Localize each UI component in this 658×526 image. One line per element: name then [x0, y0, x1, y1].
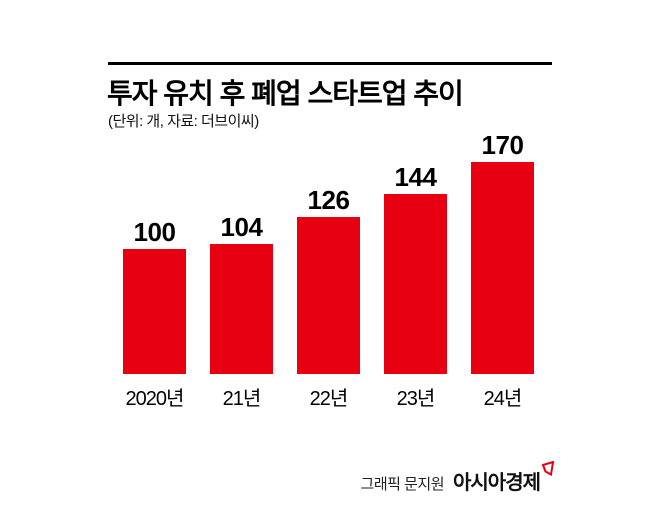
- bar-column: 104: [210, 213, 273, 374]
- bar: [384, 194, 447, 374]
- bar-value-label: 104: [220, 212, 263, 242]
- x-axis-label: 24년: [483, 388, 523, 410]
- asiae-logo-mark-icon: [541, 461, 554, 476]
- x-axis-label: 23년: [396, 388, 436, 410]
- x-axis-label: 22년: [309, 388, 349, 410]
- bar: [123, 249, 186, 374]
- brand-name: 아시아경제: [453, 472, 541, 494]
- bar-value-label: 100: [133, 217, 176, 247]
- bar-value-label: 126: [307, 184, 350, 215]
- bar-column: 100: [123, 218, 186, 374]
- brand-lockup: 아시아경제: [453, 461, 554, 495]
- bar-value-label: 170: [481, 129, 524, 160]
- bar-column: 170: [471, 129, 534, 374]
- page-title: 투자 유치 후 폐업 스타트업 추이: [107, 78, 464, 109]
- x-axis-label: 21년: [222, 388, 262, 410]
- unit-source-note: (단위: 개, 자료: 더브이씨): [108, 113, 259, 130]
- bar: [297, 216, 360, 374]
- x-axis-label: 2020년: [125, 388, 185, 410]
- bar-column: 126: [297, 184, 360, 374]
- bar-chart: 100 104 126 144 170: [123, 130, 534, 374]
- top-rule-divider: [108, 62, 552, 65]
- bar-column: 144: [384, 163, 447, 374]
- bar-value-label: 144: [394, 162, 437, 192]
- bar: [210, 244, 273, 374]
- graphic-credit: 그래픽 문지원: [360, 476, 445, 493]
- footer-credit-line: 그래픽 문지원 아시아경제: [360, 461, 554, 495]
- x-axis-labels: 2020년 21년 22년 23년 24년: [123, 382, 534, 411]
- bar: [471, 161, 534, 374]
